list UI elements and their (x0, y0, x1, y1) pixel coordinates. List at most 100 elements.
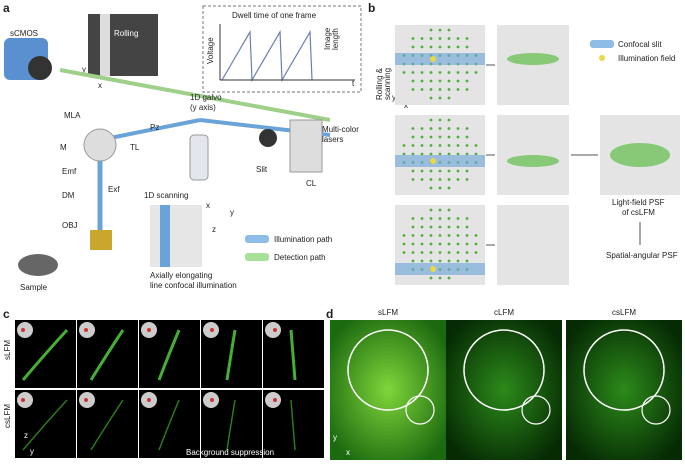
psf-dot (429, 96, 433, 100)
pupil-dot (273, 328, 277, 332)
psf-dot (411, 45, 415, 49)
psf-dot (456, 169, 460, 173)
psf-dot (447, 127, 451, 130)
psf-dot (465, 144, 469, 147)
psf-dot (429, 208, 433, 212)
psf-dot (456, 217, 460, 220)
psf-dot (402, 71, 406, 74)
axis-label: x (404, 101, 408, 110)
psf-dot (411, 242, 415, 246)
psf-dot (438, 127, 442, 130)
psf-dot (429, 251, 433, 254)
psf-dot (447, 242, 451, 246)
psf-dot (438, 152, 442, 156)
side-label: Rolling & (375, 67, 384, 100)
label: OBJ (62, 221, 78, 230)
psf-dot (456, 251, 460, 254)
row-label: sLFM (3, 340, 12, 360)
psf-dot (456, 127, 460, 130)
psf-dot (411, 37, 415, 40)
label: M (60, 143, 67, 152)
psf-dot (438, 45, 442, 49)
zoom-circle (583, 329, 665, 411)
camera-lens (28, 56, 52, 80)
psf-dot (456, 225, 460, 229)
legend-swatch (599, 55, 605, 61)
label: Emf (62, 167, 77, 176)
mouse (18, 254, 58, 276)
axis-label: y (82, 65, 86, 74)
confocal-slit (395, 53, 485, 65)
psf-dot (438, 79, 442, 83)
psf-dot (447, 217, 451, 220)
pupil-dot (84, 328, 88, 332)
psf-dot (447, 208, 451, 212)
psf-dot (465, 135, 469, 139)
psf-streak (226, 399, 236, 451)
panel-label: d (326, 307, 333, 321)
psf-dot (402, 242, 406, 246)
column-label: sLFM (378, 308, 398, 317)
psf-dot (465, 169, 469, 173)
label: TL (130, 143, 140, 152)
psf-result (610, 143, 670, 167)
psf-dot (429, 88, 433, 91)
slit-optic (259, 129, 277, 147)
psf-dot (411, 88, 415, 91)
psf-dot (465, 259, 469, 263)
psf-dot (447, 225, 451, 229)
psf-dot (465, 152, 469, 156)
psf-dot (474, 251, 478, 254)
psf-dot (429, 45, 433, 49)
psf-dot (420, 37, 424, 40)
psf-dot (465, 242, 469, 246)
plot-title: Dwell time of one frame (232, 11, 317, 20)
psf-dot (420, 169, 424, 173)
psf-dot (438, 96, 442, 100)
psf-dot (429, 234, 433, 237)
psf-dot (420, 234, 424, 237)
axis-label: z (24, 431, 28, 440)
psf-dot (447, 259, 451, 263)
psf-dot (465, 251, 469, 254)
psf-dot (429, 152, 433, 156)
psf-dot (420, 259, 424, 263)
psf-dot (420, 71, 424, 74)
camera-label: sCMOS (10, 29, 38, 38)
psf-dot (447, 135, 451, 139)
galvo (189, 134, 209, 181)
axis-label: y (230, 208, 234, 217)
psf-dot (447, 96, 451, 100)
image (446, 320, 562, 460)
inset-image (88, 14, 158, 76)
psf-dot (447, 28, 451, 32)
roi-circle (405, 395, 435, 425)
psf-dot (474, 71, 478, 74)
psf-dot (429, 225, 433, 229)
psf-dot (429, 276, 433, 280)
plot-annotation: Image (323, 27, 332, 50)
legend-label: Detection path (274, 253, 326, 262)
psf-dot (438, 118, 442, 122)
label: Multi-color (322, 125, 359, 134)
roi-circle (521, 395, 551, 425)
pupil-dot (210, 398, 214, 402)
psf-dot (456, 71, 460, 74)
psf-dot (438, 242, 442, 246)
psf-dot (438, 135, 442, 139)
psf-dot (438, 71, 442, 74)
psf-dot (474, 152, 478, 156)
psf-dot (438, 37, 442, 40)
row-label: csLFM (3, 404, 12, 428)
psf-dot (447, 169, 451, 173)
psf-dot (456, 79, 460, 83)
psf-streak (90, 399, 124, 451)
psf-streak (225, 329, 237, 381)
illumination-line (160, 205, 170, 267)
psf-dot (447, 144, 451, 147)
psf-dot (456, 88, 460, 91)
psf-dot (447, 118, 451, 122)
psf-dot (420, 242, 424, 246)
psf-dot (438, 88, 442, 91)
annotation: Background suppression (186, 448, 274, 457)
